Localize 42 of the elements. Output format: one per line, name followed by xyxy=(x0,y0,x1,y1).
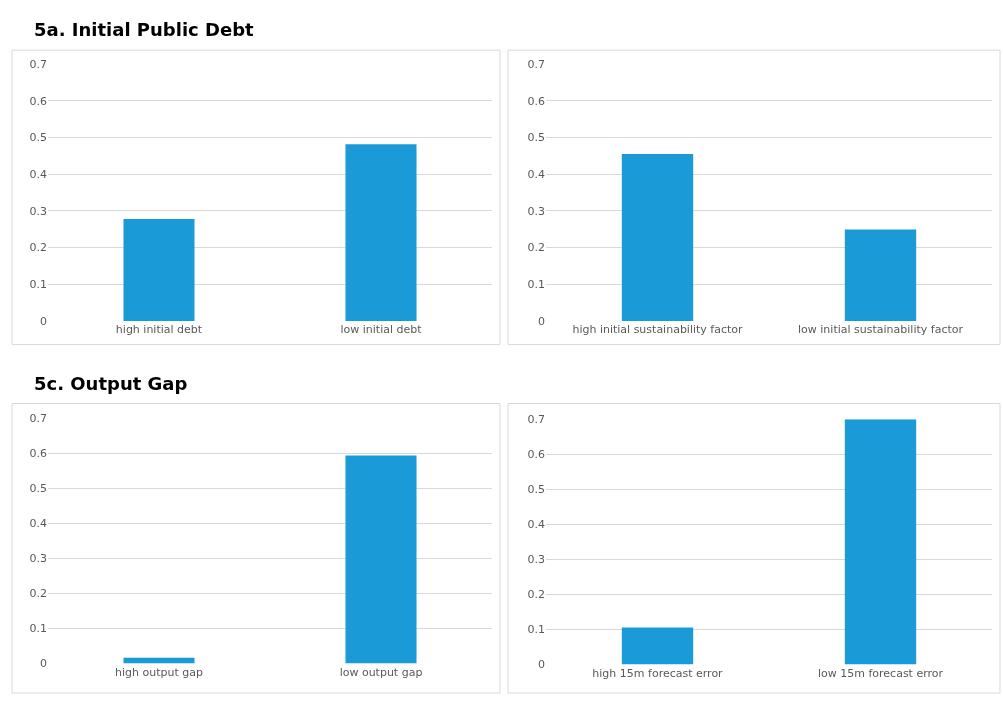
y-tick-label: 0.2 xyxy=(527,241,545,255)
y-tick-label: 0 xyxy=(538,658,545,672)
y-tick-label: 0.5 xyxy=(527,483,545,497)
y-tick-label: 0.3 xyxy=(29,552,47,566)
y-tick-label: 0.4 xyxy=(527,167,545,181)
y-tick-label: 0.7 xyxy=(29,412,47,426)
y-tick-label: 0.2 xyxy=(29,587,47,601)
y-tick-label: 0.2 xyxy=(527,588,545,602)
chart-title: 5a. Initial Public Debt xyxy=(34,19,255,40)
x-tick-label: high initial sustainability factor xyxy=(572,323,744,337)
y-tick-label: 0.3 xyxy=(29,204,47,218)
y-tick-label: 0.7 xyxy=(527,57,545,71)
y-tick-label: 0.6 xyxy=(527,94,545,108)
y-tick-label: 0.6 xyxy=(527,448,545,462)
y-tick-label: 0 xyxy=(40,314,47,328)
y-tick-label: 0.3 xyxy=(527,553,545,567)
y-tick-label: 0.5 xyxy=(29,131,47,145)
y-tick-label: 0 xyxy=(40,657,47,671)
y-tick-label: 0.1 xyxy=(29,278,47,292)
y-tick-label: 0.7 xyxy=(527,413,545,427)
y-tick-label: 0.4 xyxy=(29,167,47,181)
x-tick-label: low 15m forecast error xyxy=(817,666,944,680)
x-tick-label: high 15m forecast error xyxy=(592,666,724,680)
y-tick-label: 0.4 xyxy=(29,517,47,531)
x-tick-label: high initial debt xyxy=(115,323,203,337)
y-tick-label: 0.6 xyxy=(29,94,47,108)
chart-title: 5c. Output Gap xyxy=(34,373,188,394)
y-tick-label: 0.4 xyxy=(527,518,545,532)
x-tick-label: low initial debt xyxy=(340,323,423,337)
y-tick-label: 0 xyxy=(538,314,545,328)
y-tick-label: 0.2 xyxy=(29,241,47,255)
y-tick-label: 0.5 xyxy=(527,131,545,145)
y-tick-label: 0.3 xyxy=(527,204,545,218)
x-tick-label: low initial sustainability factor xyxy=(798,323,964,337)
y-tick-label: 0.6 xyxy=(29,447,47,461)
y-tick-label: 0.1 xyxy=(527,623,545,637)
y-tick-label: 0.7 xyxy=(29,57,47,71)
x-tick-label: low output gap xyxy=(339,665,423,679)
y-tick-label: 0.1 xyxy=(29,622,47,636)
x-tick-label: high output gap xyxy=(115,665,203,679)
y-tick-label: 0.1 xyxy=(527,278,545,292)
y-tick-label: 0.5 xyxy=(29,482,47,496)
